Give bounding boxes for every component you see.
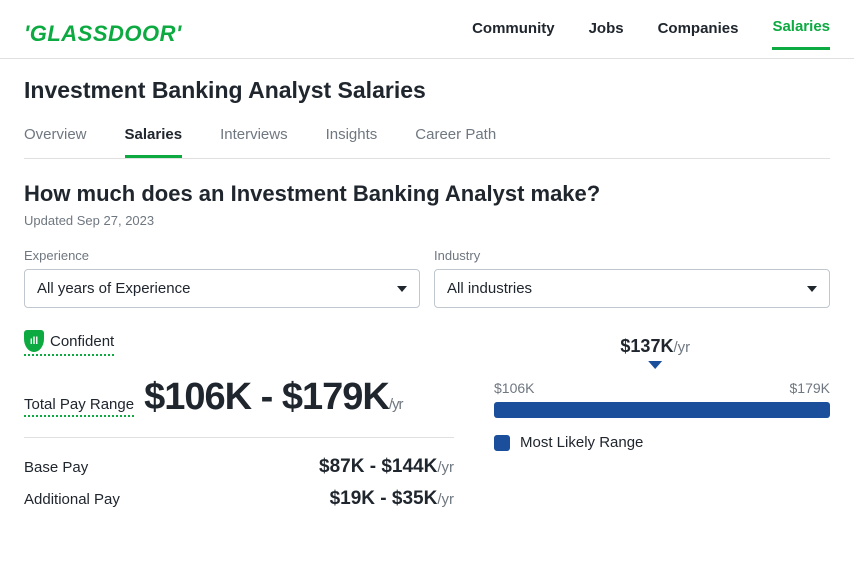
shield-icon: ıll — [24, 330, 44, 352]
legend-label: Most Likely Range — [520, 434, 643, 451]
base-pay-label: Base Pay — [24, 459, 88, 476]
industry-label: Industry — [434, 248, 830, 263]
base-pay-range-text: $87K - $144K — [319, 456, 437, 477]
range-bar — [494, 402, 830, 418]
range-center-value: $137K — [620, 336, 673, 356]
confidence-label: Confident — [50, 333, 114, 350]
tab-interviews[interactable]: Interviews — [220, 118, 288, 158]
logo[interactable]: 'GLASSDOOR' — [24, 21, 182, 47]
nav-community[interactable]: Community — [472, 20, 555, 49]
headline: How much does an Investment Banking Anal… — [24, 181, 830, 207]
experience-select[interactable]: All years of Experience — [24, 269, 420, 308]
legend-square-icon — [494, 435, 510, 451]
subtabs: Overview Salaries Interviews Insights Ca… — [24, 118, 830, 159]
base-pay-unit: /yr — [437, 459, 454, 476]
total-pay-label[interactable]: Total Pay Range — [24, 396, 134, 417]
industry-select[interactable]: All industries — [434, 269, 830, 308]
divider — [24, 437, 454, 438]
chevron-down-icon — [397, 286, 407, 292]
nav-jobs[interactable]: Jobs — [589, 20, 624, 49]
base-pay-value: $87K - $144K/yr — [319, 456, 454, 478]
range-legend: Most Likely Range — [494, 434, 830, 451]
additional-pay-range-text: $19K - $35K — [330, 488, 438, 509]
range-min: $106K — [494, 380, 534, 396]
tab-salaries[interactable]: Salaries — [125, 118, 183, 158]
nav-companies[interactable]: Companies — [658, 20, 739, 49]
total-pay-range-text: $106K - $179K — [144, 376, 389, 418]
range-center-unit: /yr — [673, 339, 690, 356]
top-nav: Community Jobs Companies Salaries — [472, 18, 830, 50]
confidence-badge[interactable]: ıll Confident — [24, 330, 114, 356]
additional-pay-label: Additional Pay — [24, 491, 120, 508]
tab-career-path[interactable]: Career Path — [415, 118, 496, 158]
tab-insights[interactable]: Insights — [326, 118, 378, 158]
total-pay-value: $106K - $179K/yr — [144, 376, 402, 419]
experience-value: All years of Experience — [37, 280, 190, 297]
total-pay-unit: /yr — [389, 396, 403, 413]
page-title: Investment Banking Analyst Salaries — [24, 77, 830, 104]
nav-salaries[interactable]: Salaries — [772, 18, 830, 50]
industry-value: All industries — [447, 280, 532, 297]
chevron-down-icon — [807, 286, 817, 292]
experience-label: Experience — [24, 248, 420, 263]
range-marker-icon — [648, 361, 662, 369]
tab-overview[interactable]: Overview — [24, 118, 87, 158]
range-max: $179K — [790, 380, 830, 396]
additional-pay-value: $19K - $35K/yr — [330, 488, 454, 510]
updated-date: Updated Sep 27, 2023 — [24, 213, 830, 228]
additional-pay-unit: /yr — [437, 491, 454, 508]
